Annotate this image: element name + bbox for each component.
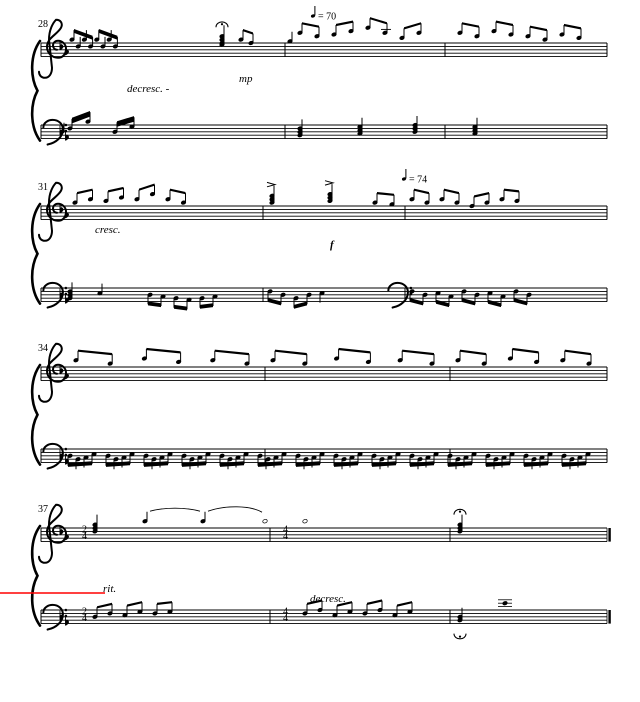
svg-text:4: 4 [82, 531, 87, 542]
svg-text:34: 34 [38, 343, 48, 354]
svg-text:= 74: = 74 [409, 175, 427, 186]
svg-text:4: 4 [82, 613, 87, 624]
svg-text:37: 37 [38, 504, 48, 515]
svg-text:cresc.: cresc. [95, 224, 121, 236]
svg-text:mp: mp [239, 73, 253, 85]
svg-text:decresc.: decresc. [310, 593, 346, 605]
svg-text:28: 28 [38, 19, 48, 30]
svg-text:4: 4 [283, 613, 288, 624]
svg-text:= 70: = 70 [318, 12, 336, 23]
svg-text:31: 31 [38, 182, 48, 193]
svg-text:decresc. -: decresc. - [127, 83, 170, 95]
svg-text:4: 4 [283, 531, 288, 542]
